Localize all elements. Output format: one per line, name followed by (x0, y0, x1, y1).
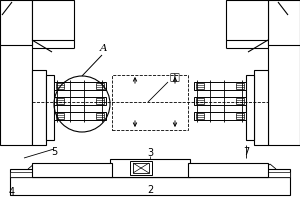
Bar (10, 169, 290, 177)
Bar (96, 83, 104, 89)
Bar (1, 1, 31, 144)
Text: 7: 7 (243, 147, 249, 157)
Bar (32, 0, 74, 40)
Bar (0, 0, 32, 45)
Bar (246, 75, 254, 140)
Bar (268, 0, 300, 145)
Bar (96, 98, 104, 104)
Bar (254, 70, 268, 145)
Bar (32, 70, 46, 145)
Bar (1, 1, 31, 44)
Bar (0, 0, 32, 145)
Bar (188, 163, 268, 177)
Bar (110, 159, 190, 177)
Bar (236, 98, 244, 104)
Text: 4: 4 (9, 187, 15, 197)
Bar (196, 98, 204, 104)
Bar (194, 112, 246, 120)
Bar (196, 83, 204, 89)
Bar (54, 97, 106, 105)
Bar (130, 161, 152, 175)
Bar (56, 83, 64, 89)
Bar (196, 113, 204, 119)
Bar (236, 113, 244, 119)
Bar (268, 0, 300, 45)
Bar (11, 178, 289, 194)
Bar (54, 82, 106, 90)
Bar (226, 0, 268, 40)
Bar (269, 1, 299, 44)
Bar (10, 172, 290, 177)
Text: 拖鞋: 拖鞋 (170, 73, 181, 82)
Bar (56, 113, 64, 119)
Bar (10, 177, 290, 195)
Text: A: A (100, 44, 108, 53)
Bar (32, 163, 112, 177)
Bar (194, 82, 246, 90)
Bar (54, 112, 106, 120)
Bar (194, 97, 246, 105)
Bar (133, 163, 149, 173)
Bar (269, 1, 299, 144)
Bar (96, 113, 104, 119)
Bar (56, 98, 64, 104)
Bar (236, 83, 244, 89)
Bar (46, 75, 54, 140)
Text: 5: 5 (51, 147, 57, 157)
Text: 2: 2 (147, 185, 153, 195)
Text: 3: 3 (147, 148, 153, 158)
